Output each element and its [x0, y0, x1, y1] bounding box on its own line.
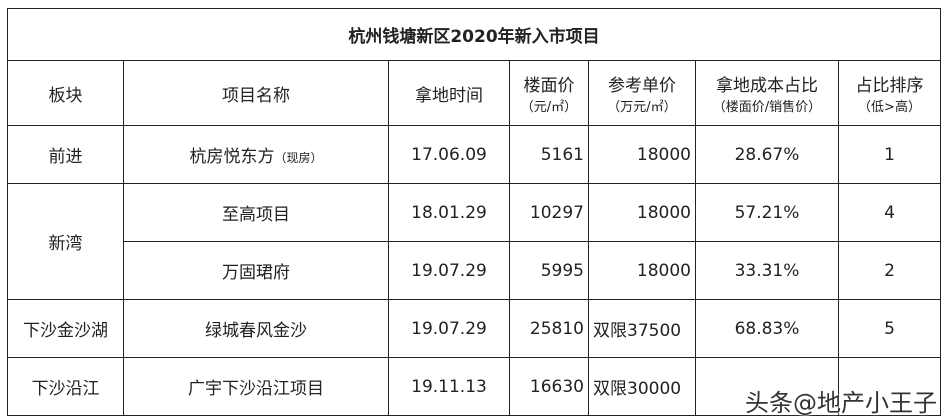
cell-ref-price: 18000: [588, 183, 696, 242]
cell-floor-price: 10297: [509, 183, 589, 242]
header-block: 板块: [7, 60, 124, 126]
cell-floor-price: 5995: [509, 241, 589, 300]
header-rank-note: （低>高）: [858, 100, 921, 115]
table-row: 新湾 至高项目 18.01.29 10297 18000 57.21% 4: [7, 183, 941, 300]
cell-block: 前进: [7, 125, 124, 184]
header-name: 项目名称: [123, 60, 389, 126]
header-floor-price: 楼面价 （元/㎡）: [509, 60, 589, 126]
header-ratio-note: （楼面价/销售价）: [712, 100, 822, 115]
projects-table: 杭州钱塘新区2020年新入市项目 板块 项目名称 拿地时间 楼面价 （元/㎡） 参…: [7, 8, 941, 416]
title-row: 杭州钱塘新区2020年新入市项目: [7, 8, 941, 61]
cell-floor-price: 5161: [509, 125, 589, 184]
header-rank: 占比排序 （低>高）: [838, 60, 941, 126]
cell-floor-price: 16630: [509, 357, 589, 416]
header-row: 板块 项目名称 拿地时间 楼面价 （元/㎡） 参考单价 （万元/㎡） 拿地成本占比 （…: [7, 60, 941, 126]
cell-ratio: 68.83%: [695, 299, 839, 358]
cell-ratio: 57.21%: [695, 183, 839, 242]
cell-name: 至高项目: [123, 183, 389, 242]
cell-name: 广宇下沙沿江项目: [123, 357, 389, 416]
cell-ref-price: 18000: [588, 125, 696, 184]
cell-name-text: 杭房悦东方: [189, 147, 275, 167]
header-floor-price-label: 楼面价: [523, 76, 575, 96]
cell-date: 19.11.13: [388, 357, 510, 416]
cell-rank: [838, 357, 941, 416]
cell-ref-price: 双限37500: [588, 299, 696, 358]
cell-name: 万固珺府: [123, 241, 389, 300]
cell-block: 下沙沿江: [7, 357, 124, 416]
header-date: 拿地时间: [388, 60, 510, 126]
cell-rank: 2: [838, 241, 941, 300]
cell-name-note: （现房）: [274, 151, 323, 165]
cell-rank: 5: [838, 299, 941, 358]
cell-ref-price: 18000: [588, 241, 696, 300]
table-row: 下沙沿江 广宇下沙沿江项目 19.11.13 16630 双限30000: [7, 357, 941, 416]
cell-date: 19.07.29: [388, 241, 510, 300]
header-ref-price: 参考单价 （万元/㎡）: [588, 60, 696, 126]
cell-ref-price: 双限30000: [588, 357, 696, 416]
cell-ratio: 33.31%: [695, 241, 839, 300]
cell-date: 18.01.29: [388, 183, 510, 242]
header-ref-price-unit: （万元/㎡）: [607, 100, 677, 115]
table-row: 下沙金沙湖 绿城春风金沙 19.07.29 25810 双限37500 68.8…: [7, 299, 941, 358]
watermark: 头条@地产小王子: [745, 389, 937, 417]
cell-rank: 4: [838, 183, 941, 242]
header-ratio: 拿地成本占比 （楼面价/销售价）: [695, 60, 839, 126]
header-ratio-label: 拿地成本占比: [716, 76, 818, 96]
cell-name: 绿城春风金沙: [123, 299, 389, 358]
cell-date: 17.06.09: [388, 125, 510, 184]
table-row: 万固珺府 19.07.29 5995 18000 33.31% 2: [8, 241, 941, 300]
cell-date: 19.07.29: [388, 299, 510, 358]
cell-floor-price: 25810: [509, 299, 589, 358]
table-title: 杭州钱塘新区2020年新入市项目: [7, 8, 941, 61]
table-row: 前进 杭房悦东方（现房） 17.06.09 5161 18000 28.67% …: [7, 125, 941, 184]
cell-ratio: 28.67%: [695, 125, 839, 184]
header-ref-price-label: 参考单价: [608, 76, 676, 96]
cell-rank: 1: [838, 125, 941, 184]
cell-name: 杭房悦东方（现房）: [123, 125, 389, 184]
header-floor-price-unit: （元/㎡）: [520, 100, 578, 115]
cell-block: 新湾: [7, 183, 124, 300]
cell-block: 下沙金沙湖: [7, 299, 124, 358]
header-rank-label: 占比排序: [855, 76, 924, 96]
